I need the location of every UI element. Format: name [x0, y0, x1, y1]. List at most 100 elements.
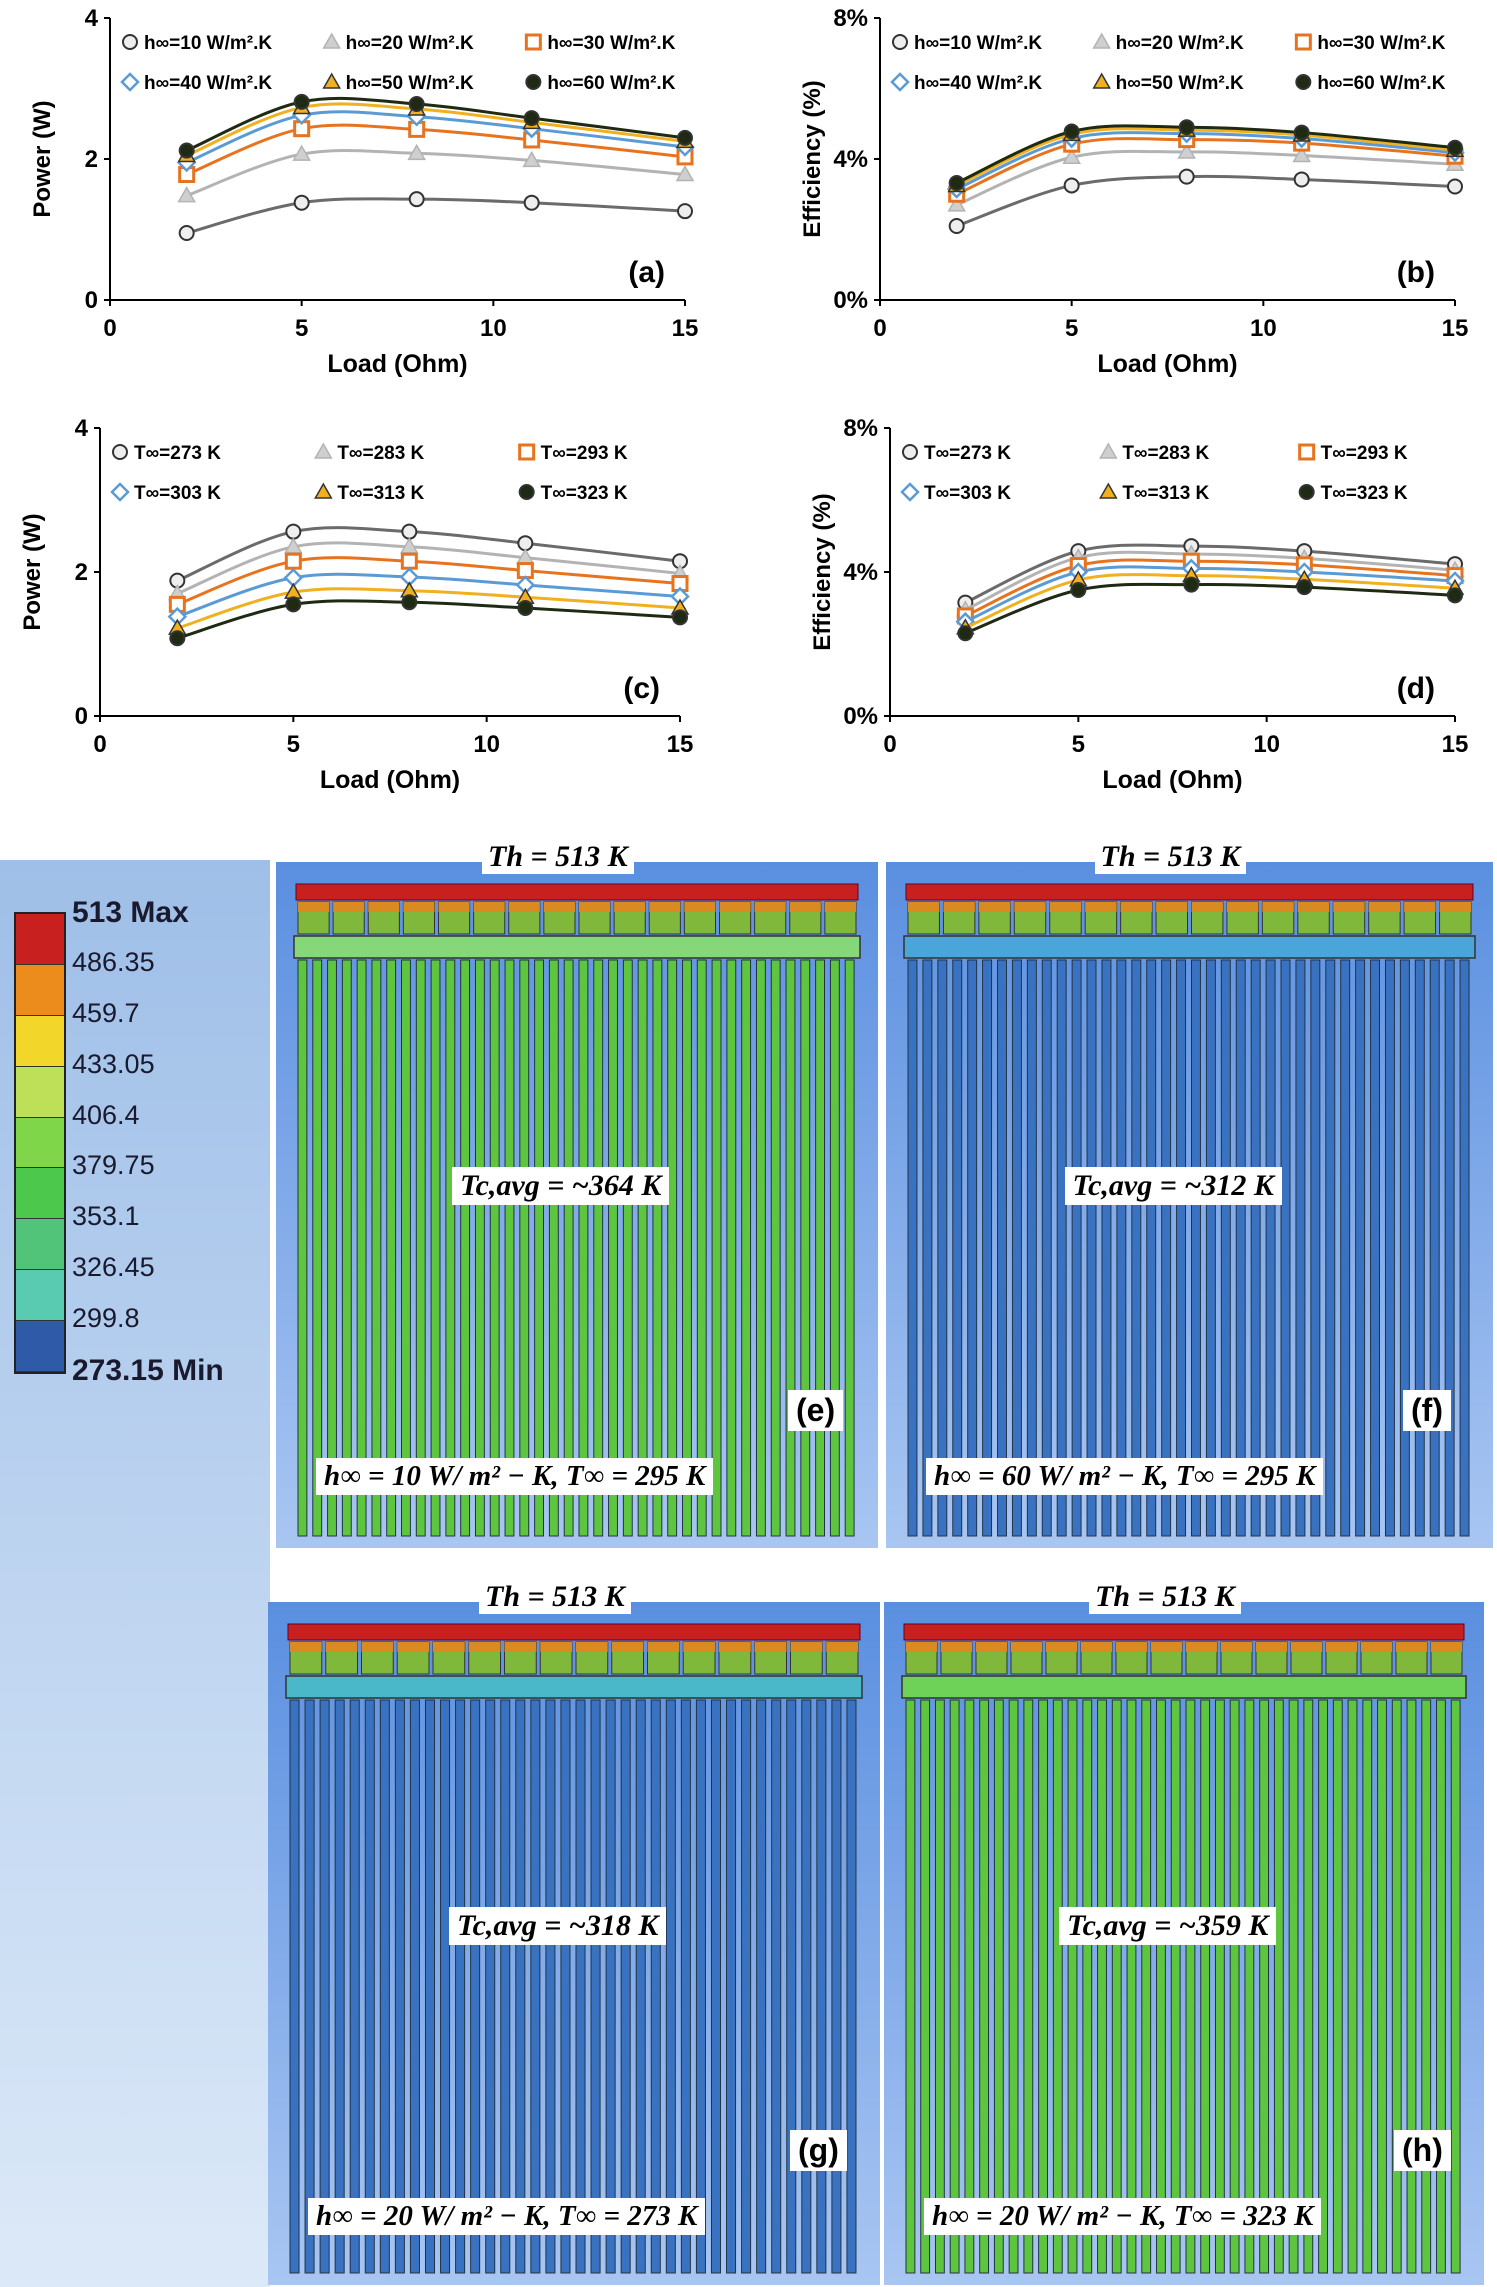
fin	[979, 1699, 990, 2274]
data-point	[1177, 142, 1196, 159]
fin	[349, 1699, 360, 2274]
fin	[844, 959, 855, 1537]
te-leg-hot-end	[614, 902, 646, 912]
data-point	[1178, 168, 1195, 185]
data-point	[517, 600, 534, 616]
legend-label: T∞=273 K	[924, 443, 1011, 464]
fin	[1250, 959, 1261, 1537]
fin	[485, 1699, 496, 2274]
fin	[1229, 1699, 1240, 2274]
legend-label: T∞=313 K	[337, 483, 424, 504]
te-leg-hot-end	[1431, 1642, 1462, 1652]
fin	[1303, 1699, 1314, 2274]
legend-marker	[1099, 482, 1118, 499]
fin	[430, 959, 441, 1537]
hot-plate	[287, 1623, 861, 1641]
panel-label: (g)	[790, 2130, 847, 2171]
fin	[1340, 959, 1351, 1537]
data-point	[677, 203, 693, 220]
legend-label: h∞=10 W/m².K	[914, 33, 1042, 54]
chart-d: 0% 4% 8% 0 5 10 15 Load (Ohm) Efficiency (%) T∞=2…	[809, 415, 1468, 794]
colorbar-segment	[16, 1015, 64, 1067]
colorbar-segment	[16, 1168, 64, 1220]
boundary-conditions: h∞ = 20 W/ m² − K, T∞ = 323 K	[924, 2198, 1322, 2235]
te-leg-hot-end	[978, 902, 1011, 912]
fin	[530, 1699, 541, 2274]
fin	[637, 959, 648, 1537]
data-point	[1183, 576, 1200, 593]
fin	[1325, 959, 1336, 1537]
te-leg-hot-end	[333, 902, 365, 912]
legend-marker	[314, 482, 333, 499]
heat-sink-model	[285, 1623, 863, 2274]
fin	[997, 959, 1007, 1537]
te-leg-hot-end	[824, 902, 856, 912]
y-tick-label: 2	[85, 146, 98, 173]
fin	[967, 959, 978, 1537]
fin	[937, 959, 948, 1537]
legend-label: h∞=40 W/m².K	[144, 73, 272, 94]
fin	[934, 1699, 945, 2274]
series-line	[176, 572, 681, 619]
fin	[445, 959, 456, 1537]
legend-marker	[518, 484, 535, 500]
fin	[460, 959, 471, 1537]
fin	[312, 959, 323, 1537]
te-leg-hot-end	[368, 902, 400, 912]
te-leg-hot-end	[1116, 1642, 1147, 1652]
fin	[504, 959, 515, 1537]
legend-marker	[110, 482, 130, 502]
fin	[364, 1699, 375, 2274]
fin	[680, 1699, 691, 2274]
fin	[327, 959, 337, 1537]
data-point	[401, 594, 418, 611]
fin	[755, 959, 766, 1537]
x-tick-label: 5	[1072, 731, 1085, 758]
fin	[696, 959, 707, 1537]
fin	[1101, 959, 1112, 1537]
panel-label: (c)	[623, 672, 660, 705]
fin	[304, 1699, 315, 2274]
te-leg-hot-end	[504, 1642, 537, 1652]
fin	[515, 1699, 526, 2274]
fin	[1011, 959, 1022, 1537]
data-point	[284, 552, 302, 570]
fin	[801, 1699, 812, 2274]
fin	[1205, 959, 1216, 1537]
fin	[334, 1699, 345, 2274]
fin	[711, 959, 722, 1537]
fin	[922, 959, 933, 1537]
legend-label: h∞=30 W/m².K	[547, 33, 675, 54]
data-point	[292, 144, 311, 161]
data-point	[1292, 145, 1311, 163]
te-leg-hot-end	[908, 902, 940, 912]
x-tick-label: 0	[103, 315, 116, 342]
x-axis-label: Load (Ohm)	[327, 350, 467, 378]
te-leg-hot-end	[1120, 902, 1153, 912]
fin	[635, 1699, 646, 2274]
te-leg-hot-end	[438, 902, 470, 912]
panel-label: (f)	[1403, 1390, 1451, 1431]
data-point	[523, 194, 540, 211]
te-leg-hot-end	[508, 902, 540, 912]
fin	[1023, 1699, 1034, 2274]
legend-marker	[322, 72, 341, 89]
fin	[1429, 959, 1440, 1537]
fin	[1038, 1699, 1048, 2274]
fin	[1318, 1699, 1328, 2274]
fin	[563, 959, 574, 1537]
series-line	[186, 197, 686, 235]
te-leg-hot-end	[1046, 1642, 1077, 1652]
legend-marker	[322, 32, 341, 49]
base-plate	[903, 935, 1476, 959]
legend-marker	[518, 443, 536, 461]
fin	[1355, 959, 1366, 1537]
x-tick-label: 10	[473, 731, 500, 758]
temperature-colorbar	[14, 912, 66, 1374]
simulation-panel-e	[276, 862, 878, 1548]
legend-marker	[1099, 442, 1118, 459]
heat-sink-model	[903, 883, 1476, 1537]
fin	[401, 959, 411, 1537]
fin	[440, 1699, 451, 2274]
fin	[489, 959, 500, 1537]
